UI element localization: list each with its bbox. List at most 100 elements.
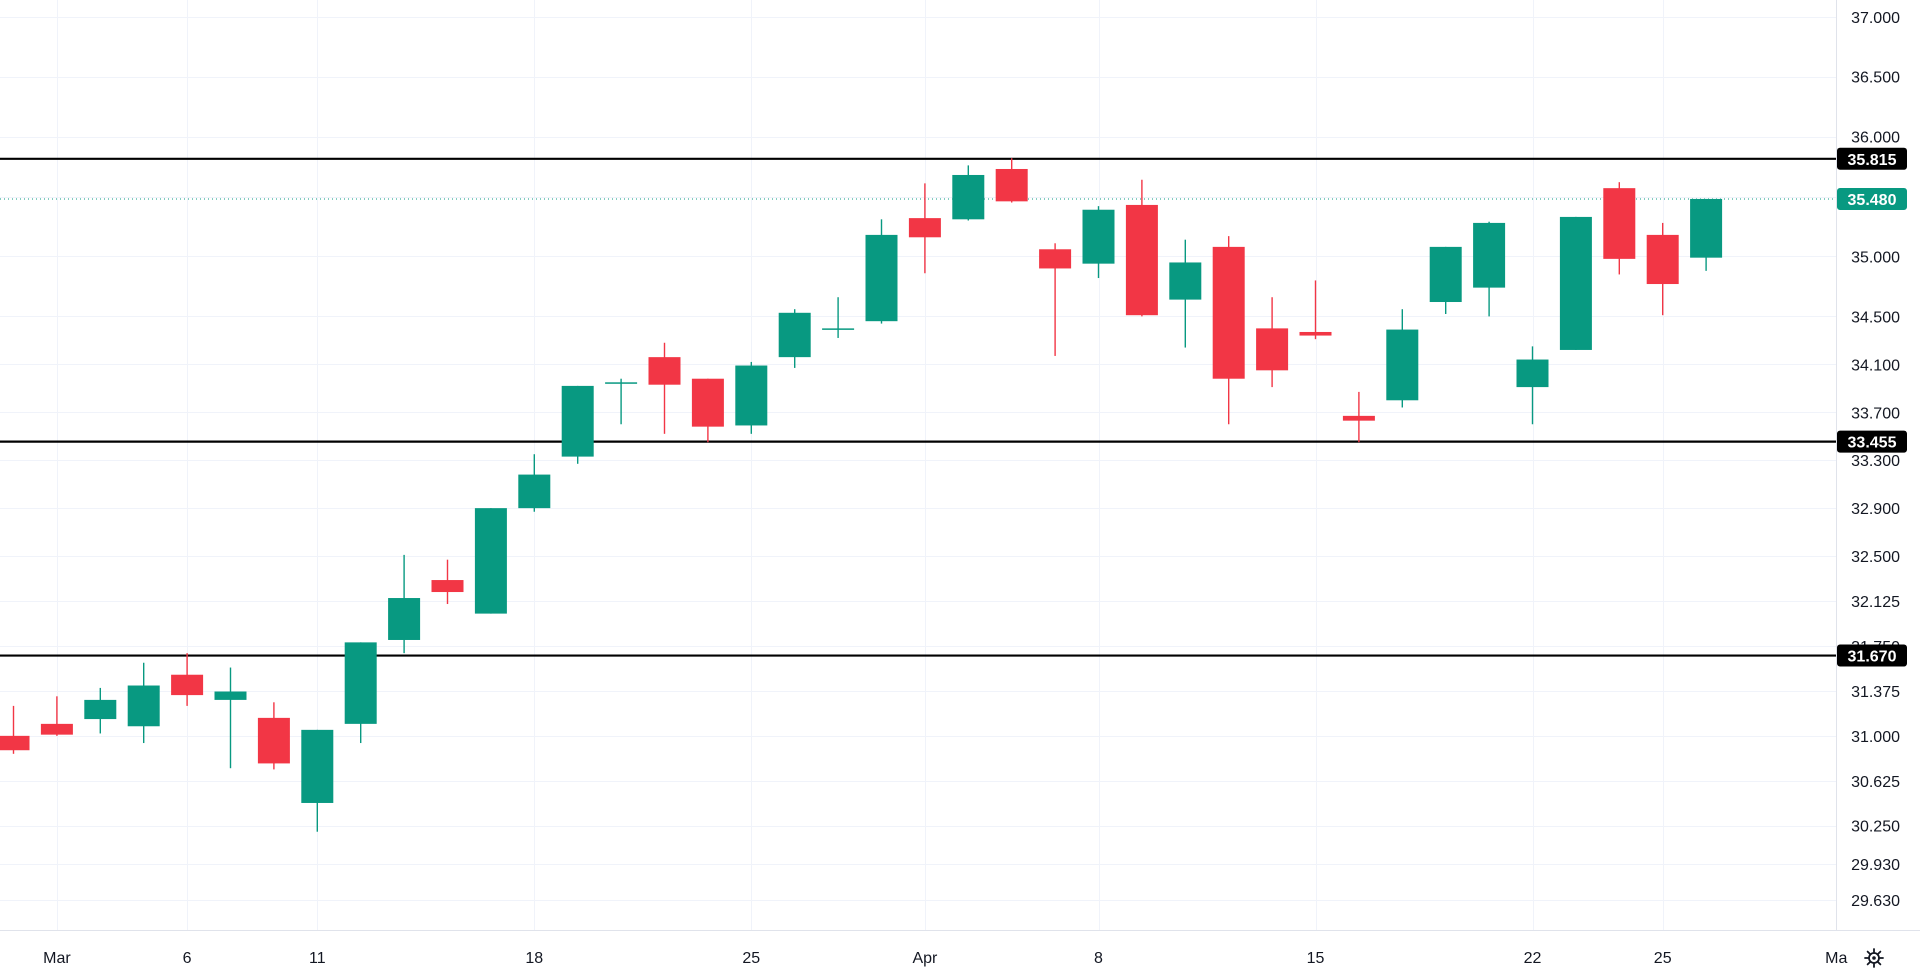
settings-gear-icon[interactable] xyxy=(1864,948,1884,968)
candle-down[interactable] xyxy=(648,342,681,434)
price-axis-tick-label: 32.900 xyxy=(1851,501,1900,518)
candle-up[interactable] xyxy=(1473,221,1506,317)
candle-body xyxy=(1039,249,1072,269)
price-axis-tick-label: 33.700 xyxy=(1851,405,1900,422)
candle-body xyxy=(127,685,160,727)
candle-body xyxy=(735,365,768,426)
time-axis-tick-label: 6 xyxy=(183,950,192,967)
candle-body xyxy=(1082,209,1115,264)
price-axis-tick-label: 32.125 xyxy=(1851,594,1900,611)
candle-up[interactable] xyxy=(84,687,117,734)
candle-down[interactable] xyxy=(431,559,464,605)
candlestick-series xyxy=(0,158,1723,832)
candle-up[interactable] xyxy=(127,662,160,744)
horizontal-line-price-badge xyxy=(1837,430,1907,453)
price-axis-tick-label: 30.250 xyxy=(1851,819,1900,836)
candle-body xyxy=(214,691,247,700)
price-axis-tick-label: 36.500 xyxy=(1851,70,1900,87)
candle-down[interactable] xyxy=(1646,222,1679,316)
candle-up[interactable] xyxy=(865,219,898,324)
candle-body xyxy=(1212,246,1245,379)
candle-up[interactable] xyxy=(1082,206,1115,279)
candle-up[interactable] xyxy=(344,642,377,744)
candle-up[interactable] xyxy=(214,667,247,769)
candle-body xyxy=(995,168,1028,202)
candle-up[interactable] xyxy=(1429,246,1462,314)
time-axis-tick-label: 11 xyxy=(309,950,326,967)
candle-body xyxy=(1603,188,1636,259)
candle-up[interactable] xyxy=(1386,309,1419,408)
candle-body xyxy=(865,234,898,322)
candle-up[interactable] xyxy=(1690,198,1723,271)
time-axis-tick-label: 8 xyxy=(1094,950,1103,967)
candle-body xyxy=(1646,234,1679,285)
candle-body xyxy=(1169,262,1202,300)
horizontal-line-price-label: 31.670 xyxy=(1848,649,1897,666)
candle-up[interactable] xyxy=(474,508,507,614)
candle-up[interactable] xyxy=(1169,239,1202,348)
candle-down[interactable] xyxy=(0,705,30,754)
candle-body xyxy=(1429,246,1462,303)
candle-body xyxy=(1386,329,1419,401)
time-axis-tick-label: Apr xyxy=(912,950,938,967)
time-axis-tick-label: Ma xyxy=(1825,950,1847,967)
candle-up[interactable] xyxy=(822,297,855,338)
candle-body xyxy=(84,699,117,720)
candle-body xyxy=(431,580,464,593)
time-axis-tick-label: 25 xyxy=(1654,950,1672,967)
candle-up[interactable] xyxy=(952,165,985,221)
price-axis-tick-label: 32.500 xyxy=(1851,549,1900,566)
price-axis[interactable]: 37.00036.50036.00035.50035.00034.50034.1… xyxy=(1851,10,1900,910)
candle-body xyxy=(561,385,594,457)
candle-body xyxy=(301,729,334,803)
time-axis[interactable]: Mar 6 11 18 25 Apr 8 15 22 25 Ma xyxy=(43,950,1847,967)
price-axis-tick-label: 29.630 xyxy=(1851,893,1900,910)
price-badges: 35.815 33.455 31.670 35.480 xyxy=(1837,147,1907,667)
candle-body xyxy=(1559,216,1592,350)
candle-up[interactable] xyxy=(518,454,551,512)
time-axis-tick-label: 15 xyxy=(1307,950,1325,967)
candle-up[interactable] xyxy=(778,309,811,368)
price-axis-tick-label: 31.375 xyxy=(1851,684,1900,701)
candle-down[interactable] xyxy=(1039,243,1072,356)
candle-down[interactable] xyxy=(1125,179,1158,317)
candle-up[interactable] xyxy=(1559,216,1592,350)
candle-down[interactable] xyxy=(171,653,204,706)
candle-body xyxy=(1256,328,1289,371)
candle-up[interactable] xyxy=(735,361,768,434)
candle-up[interactable] xyxy=(1516,346,1549,425)
chart-grid xyxy=(0,0,1837,930)
candle-down[interactable] xyxy=(257,702,290,770)
candle-up[interactable] xyxy=(388,554,421,654)
candle-down[interactable] xyxy=(1342,391,1375,443)
candle-down[interactable] xyxy=(691,378,724,443)
candle-body xyxy=(40,723,73,735)
candle-up[interactable] xyxy=(301,729,334,832)
candle-body xyxy=(388,598,421,640)
candle-body xyxy=(605,382,638,384)
price-axis-tick-label: 29.930 xyxy=(1851,857,1900,874)
candle-down[interactable] xyxy=(995,158,1028,203)
price-axis-tick-label: 36.000 xyxy=(1851,130,1900,147)
candle-down[interactable] xyxy=(1603,182,1636,275)
candle-down[interactable] xyxy=(1256,297,1289,388)
candle-body xyxy=(1125,204,1158,316)
candle-body xyxy=(1299,331,1332,336)
candle-body xyxy=(1342,415,1375,421)
candle-body xyxy=(344,642,377,724)
time-axis-tick-label: 18 xyxy=(525,950,543,967)
candle-down[interactable] xyxy=(1299,280,1332,340)
candle-down[interactable] xyxy=(40,696,73,736)
candle-body xyxy=(1690,198,1723,258)
horizontal-line-price-label: 33.455 xyxy=(1848,435,1897,452)
candle-down[interactable] xyxy=(908,183,941,274)
candle-body xyxy=(474,508,507,614)
candle-down[interactable] xyxy=(1212,236,1245,425)
candle-body xyxy=(1473,222,1506,288)
candle-body xyxy=(648,357,681,385)
candle-body xyxy=(257,717,290,764)
candle-up[interactable] xyxy=(561,385,594,464)
candle-up[interactable] xyxy=(605,378,638,425)
price-axis-tick-label: 34.100 xyxy=(1851,357,1900,374)
